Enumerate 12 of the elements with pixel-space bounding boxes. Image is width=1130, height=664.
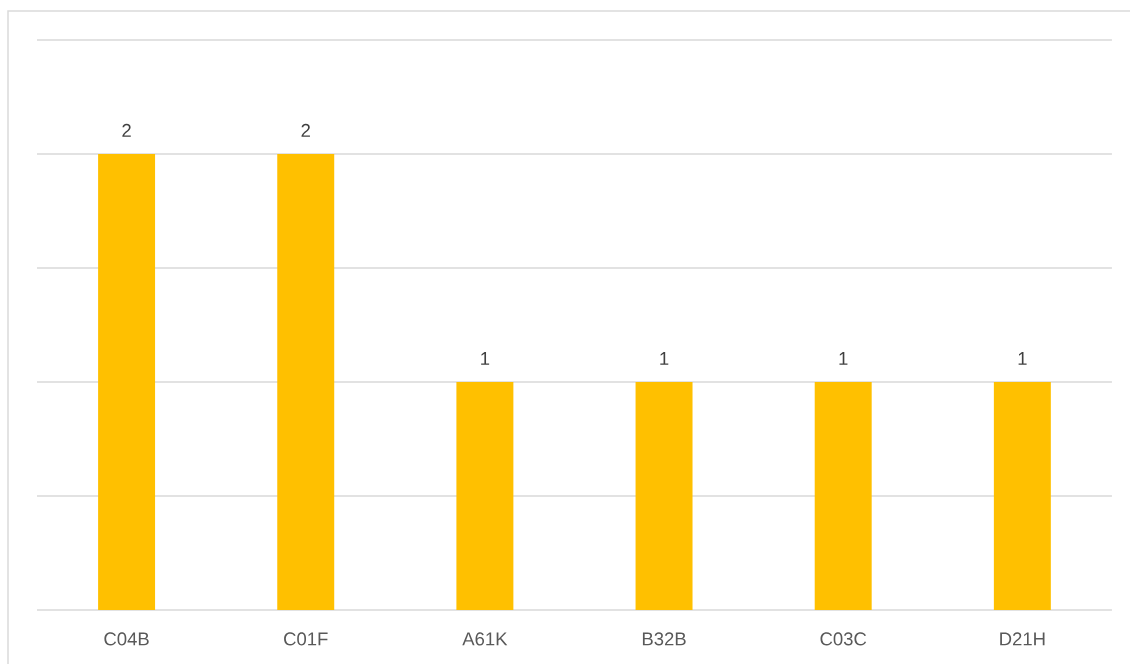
x-tick-label: C03C xyxy=(820,632,867,646)
x-tick-label: C04B xyxy=(104,632,149,646)
data-label: 1 xyxy=(1018,352,1027,365)
x-tick-label: C01F xyxy=(284,632,328,646)
data-label: 2 xyxy=(122,123,131,137)
data-label: 1 xyxy=(660,352,669,365)
x-tick-label: A61K xyxy=(462,632,508,646)
data-label: 1 xyxy=(481,352,490,365)
data-label: 2 xyxy=(301,123,310,137)
x-tick-label: B32B xyxy=(642,632,686,646)
data-label: 1 xyxy=(839,352,848,365)
x-tick-label: D21H xyxy=(1000,632,1045,646)
